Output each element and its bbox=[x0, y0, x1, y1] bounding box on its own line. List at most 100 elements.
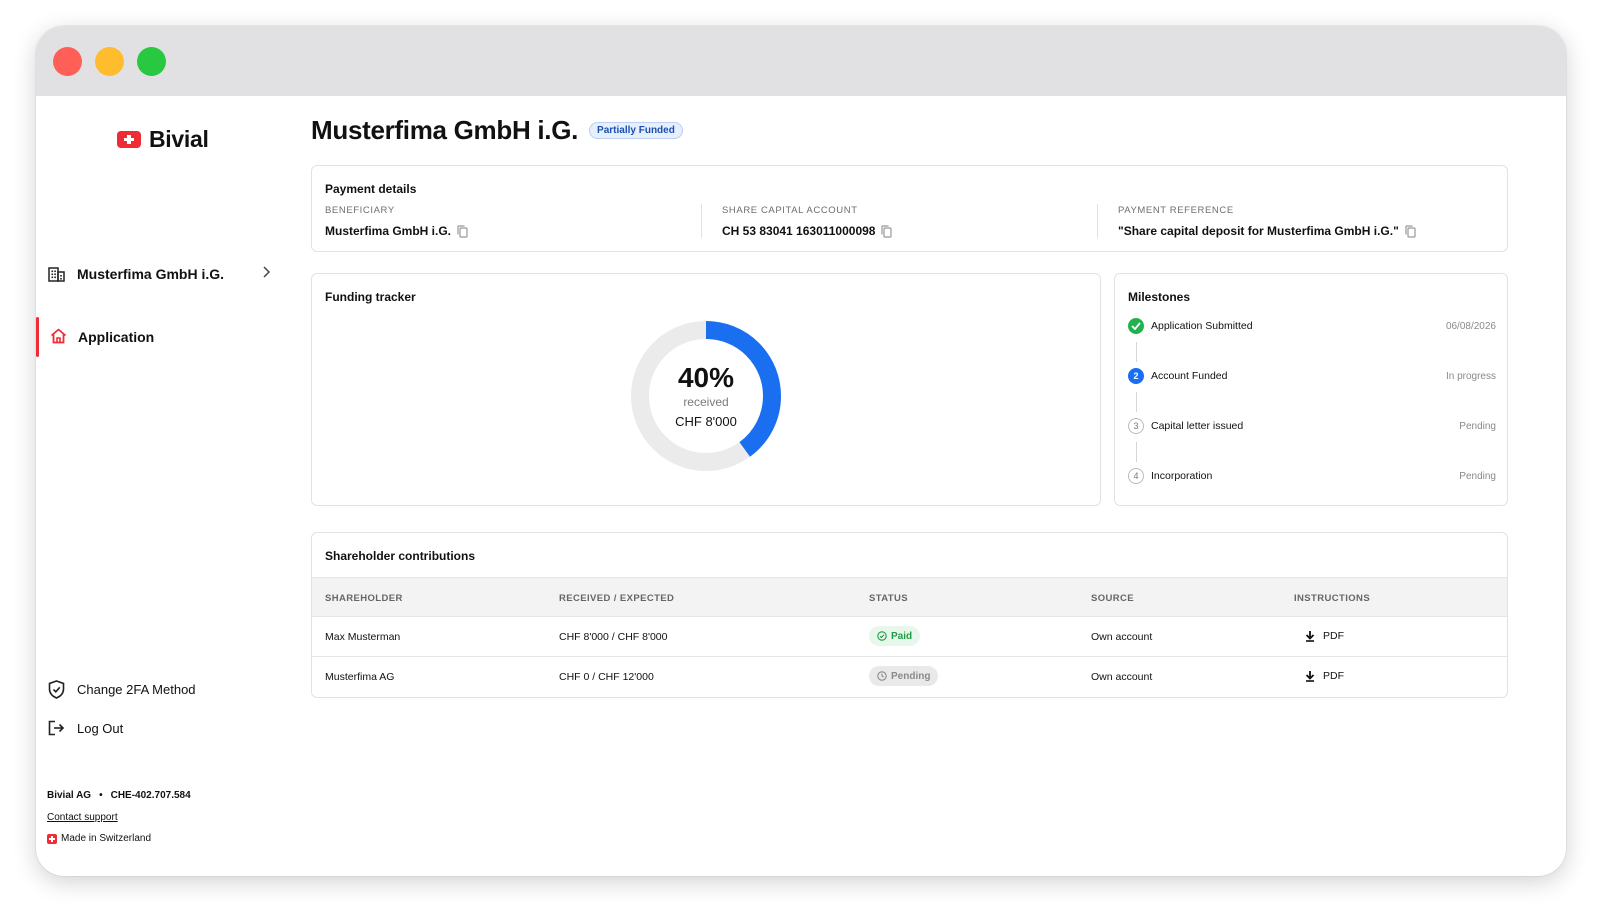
download-pdf-button[interactable]: PDF bbox=[1305, 670, 1344, 682]
download-pdf-button[interactable]: PDF bbox=[1305, 630, 1344, 642]
milestone-label: Incorporation bbox=[1151, 470, 1213, 482]
active-indicator bbox=[36, 317, 39, 357]
shareholder-name: Musterfima AG bbox=[325, 671, 395, 683]
milestone-item: 4 Incorporation Pending bbox=[1128, 468, 1496, 484]
column-header: RECEIVED / EXPECTED bbox=[559, 593, 675, 604]
contact-support-link[interactable]: Contact support bbox=[47, 812, 118, 823]
funding-caption: received bbox=[683, 395, 729, 409]
milestone-label: Capital letter issued bbox=[1151, 420, 1244, 432]
page-header: Musterfima GmbH i.G. Partially Funded bbox=[311, 115, 683, 146]
swiss-flag-small-icon bbox=[47, 833, 57, 844]
milestone-number: 2 bbox=[1128, 368, 1144, 384]
payment-details-title: Payment details bbox=[325, 182, 417, 196]
milestone-connector bbox=[1136, 342, 1137, 362]
status-cell: Pending bbox=[869, 666, 939, 686]
logout-icon bbox=[48, 720, 65, 736]
home-icon bbox=[50, 328, 67, 344]
swiss-flag-icon bbox=[117, 131, 141, 148]
milestone-status: In progress bbox=[1445, 370, 1496, 382]
column-header: STATUS bbox=[869, 593, 908, 604]
status-label: Paid bbox=[891, 630, 913, 642]
milestone-item: Application Submitted 06/08/2026 bbox=[1128, 318, 1496, 334]
milestone-status: Pending bbox=[1459, 470, 1496, 482]
divider bbox=[1097, 204, 1098, 238]
status-chip-pending: Pending bbox=[869, 666, 939, 686]
logout-link[interactable]: Log Out bbox=[48, 720, 123, 736]
source-cell: Own account bbox=[1091, 671, 1153, 683]
maximize-window-button[interactable] bbox=[137, 47, 166, 76]
beneficiary-value: Musterfima GmbH i.G. bbox=[325, 224, 452, 238]
nav-item-label: Application bbox=[78, 329, 155, 345]
milestone-label: Account Funded bbox=[1151, 370, 1228, 382]
account-value: CH 53 83041 163011000098 bbox=[722, 224, 876, 238]
funding-tracker-title: Funding tracker bbox=[325, 290, 416, 304]
milestone-number: 4 bbox=[1128, 468, 1144, 484]
company-switcher[interactable]: Musterfima GmbH i.G. bbox=[48, 264, 270, 284]
minimize-window-button[interactable] bbox=[95, 47, 124, 76]
funding-donut bbox=[631, 321, 781, 471]
nav-item-application[interactable]: Application bbox=[36, 317, 298, 357]
donut-center: 40% received CHF 8'000 bbox=[630, 320, 782, 472]
sidebar: Bivial Musterfima GmbH i.G. bbox=[36, 96, 298, 876]
pdf-label: PDF bbox=[1323, 670, 1344, 682]
milestone-item: 2 Account Funded In progress bbox=[1128, 368, 1496, 384]
column-header: INSTRUCTIONS bbox=[1294, 593, 1371, 604]
shield-check-icon bbox=[48, 680, 65, 699]
milestone-item: 3 Capital letter issued Pending bbox=[1128, 418, 1496, 434]
funding-percent: 40% bbox=[677, 362, 735, 393]
made-in-switzerland: Made in Switzerland bbox=[47, 833, 191, 844]
milestone-label: Application Submitted bbox=[1151, 320, 1253, 332]
change-2fa-link[interactable]: Change 2FA Method bbox=[48, 680, 196, 699]
brand-logo[interactable]: Bivial bbox=[117, 126, 209, 153]
legal-line: Bivial AG • CHE-402.707.584 bbox=[47, 790, 191, 801]
table-header: SHAREHOLDER RECEIVED / EXPECTED STATUS S… bbox=[312, 577, 1507, 617]
divider bbox=[701, 204, 702, 238]
table-row: Max Musterman CHF 8'000 / CHF 8'000 Paid… bbox=[312, 617, 1507, 657]
funding-amount: CHF 8'000 bbox=[675, 414, 737, 429]
source-cell: Own account bbox=[1091, 631, 1153, 643]
main-content: Musterfima GmbH i.G. Partially Funded Pa… bbox=[311, 96, 1511, 876]
building-icon bbox=[48, 266, 65, 282]
contributions-title: Shareholder contributions bbox=[325, 549, 476, 563]
milestone-status: 06/08/2026 bbox=[1445, 320, 1496, 332]
amount-cell: CHF 0 / CHF 12'000 bbox=[559, 671, 654, 683]
copy-account-icon[interactable] bbox=[881, 224, 893, 238]
legal-company-name: Bivial AG bbox=[47, 790, 92, 801]
pdf-label: PDF bbox=[1323, 630, 1344, 642]
milestone-status: Pending bbox=[1459, 420, 1496, 432]
made-in-label: Made in Switzerland bbox=[61, 833, 152, 844]
download-icon bbox=[1305, 671, 1315, 682]
clock-icon bbox=[877, 671, 887, 681]
milestone-number: 3 bbox=[1128, 418, 1144, 434]
beneficiary-label: BENEFICIARY bbox=[325, 205, 395, 216]
milestones-title: Milestones bbox=[1128, 290, 1191, 304]
logout-label: Log Out bbox=[77, 720, 124, 736]
copy-beneficiary-icon[interactable] bbox=[457, 224, 468, 238]
close-window-button[interactable] bbox=[53, 47, 82, 76]
reference-value: "Share capital deposit for Musterfima Gm… bbox=[1118, 224, 1399, 238]
milestone-connector bbox=[1136, 442, 1137, 462]
check-circle-icon bbox=[877, 631, 887, 641]
page-title: Musterfima GmbH i.G. bbox=[311, 115, 579, 145]
beneficiary-field: BENEFICIARY Musterfima GmbH i.G. bbox=[325, 205, 468, 245]
brand-name: Bivial bbox=[149, 126, 209, 152]
company-name: Musterfima GmbH i.G. bbox=[77, 266, 225, 282]
status-chip-paid: Paid bbox=[869, 626, 921, 646]
change-2fa-label: Change 2FA Method bbox=[77, 682, 196, 697]
funding-tracker-card: Funding tracker 40% received CHF 8'000 bbox=[311, 273, 1101, 506]
check-circle-icon bbox=[1128, 318, 1144, 334]
shareholder-contributions-card: Shareholder contributions SHAREHOLDER RE… bbox=[311, 532, 1508, 698]
account-label: SHARE CAPITAL ACCOUNT bbox=[722, 205, 858, 216]
reference-label: PAYMENT REFERENCE bbox=[1118, 205, 1234, 216]
amount-cell: CHF 8'000 / CHF 8'000 bbox=[559, 631, 668, 643]
status-cell: Paid bbox=[869, 626, 921, 646]
chevron-right-icon bbox=[263, 266, 270, 278]
column-header: SHAREHOLDER bbox=[325, 593, 403, 604]
account-field: SHARE CAPITAL ACCOUNT CH 53 83041 163011… bbox=[722, 205, 893, 245]
table-row: Musterfima AG CHF 0 / CHF 12'000 Pending… bbox=[312, 657, 1507, 697]
copy-reference-icon[interactable] bbox=[1405, 224, 1416, 238]
milestone-connector bbox=[1136, 392, 1137, 412]
payment-details-card: Payment details BENEFICIARY Musterfima G… bbox=[311, 165, 1508, 252]
milestones-card: Milestones Application Submitted 06/08/2… bbox=[1114, 273, 1508, 506]
shareholder-name: Max Musterman bbox=[325, 631, 401, 643]
